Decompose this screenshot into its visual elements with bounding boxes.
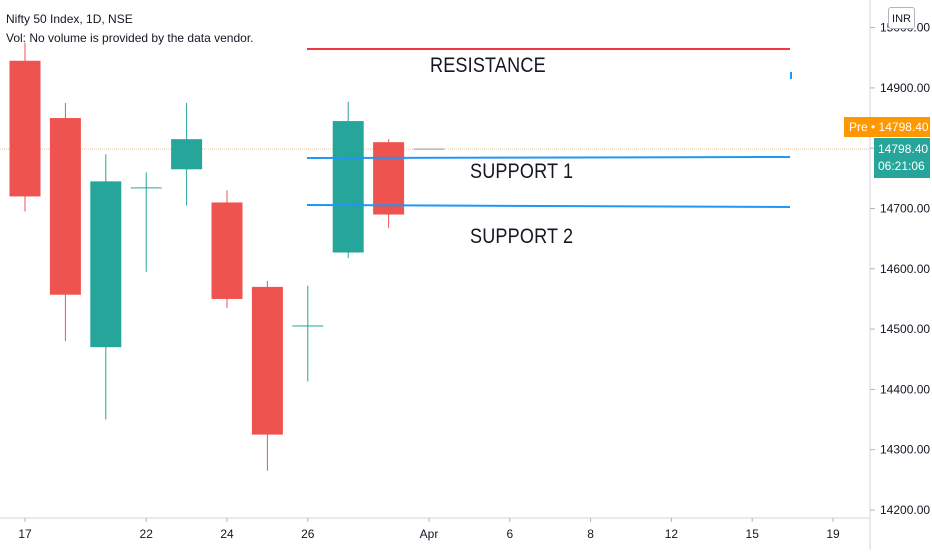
currency-button[interactable]: INR	[888, 7, 915, 29]
x-tick-label: 26	[301, 527, 315, 541]
candle-down	[251, 286, 283, 435]
symbol-title[interactable]: Nifty 50 Index, 1D, NSE	[6, 12, 133, 26]
volume-note: Vol: No volume is provided by the data v…	[6, 31, 254, 45]
pre-market-price-tag: Pre • 14798.40	[844, 117, 930, 137]
y-tick-label: 14300.00	[880, 443, 930, 457]
y-tick-label: 14500.00	[880, 322, 930, 336]
x-tick-label: 22	[140, 527, 154, 541]
x-tick-label: 24	[220, 527, 234, 541]
x-tick-label: 12	[665, 527, 679, 541]
candle-up	[130, 187, 162, 189]
resistance-label[interactable]: RESISTANCE	[430, 54, 546, 77]
y-tick-label: 14700.00	[880, 202, 930, 216]
x-tick-label: Apr	[420, 527, 439, 541]
x-tick-label: 8	[587, 527, 594, 541]
candle-down	[211, 202, 243, 299]
support-1-line	[306, 156, 791, 159]
y-tick-label: 14900.00	[880, 81, 930, 95]
x-tick-label: 17	[18, 527, 32, 541]
last-price-tag: 14798.40 06:21:06	[874, 138, 930, 178]
candle-down	[49, 118, 81, 295]
x-tick-label: 19	[826, 527, 840, 541]
support-2-label[interactable]: SUPPORT 2	[470, 225, 574, 248]
last-price-value: 14798.40	[878, 142, 929, 156]
x-tick-label: 6	[506, 527, 513, 541]
y-tick-label: 14200.00	[880, 503, 930, 517]
y-tick-label: 14400.00	[880, 382, 930, 396]
y-tick-label: 14600.00	[880, 262, 930, 276]
candle-down	[373, 142, 405, 215]
countdown-timer: 06:21:06	[878, 159, 925, 173]
candle-up	[90, 181, 122, 348]
support-1-label[interactable]: SUPPORT 1	[470, 160, 574, 183]
support-2-line	[306, 204, 791, 208]
candle-down	[9, 60, 41, 197]
candle-up	[332, 121, 364, 253]
chart-legend: Nifty 50 Index, 1D, NSE Vol: No volume i…	[6, 10, 253, 48]
candle-up	[171, 139, 203, 170]
x-tick-label: 15	[746, 527, 760, 541]
candle-up	[292, 325, 324, 327]
